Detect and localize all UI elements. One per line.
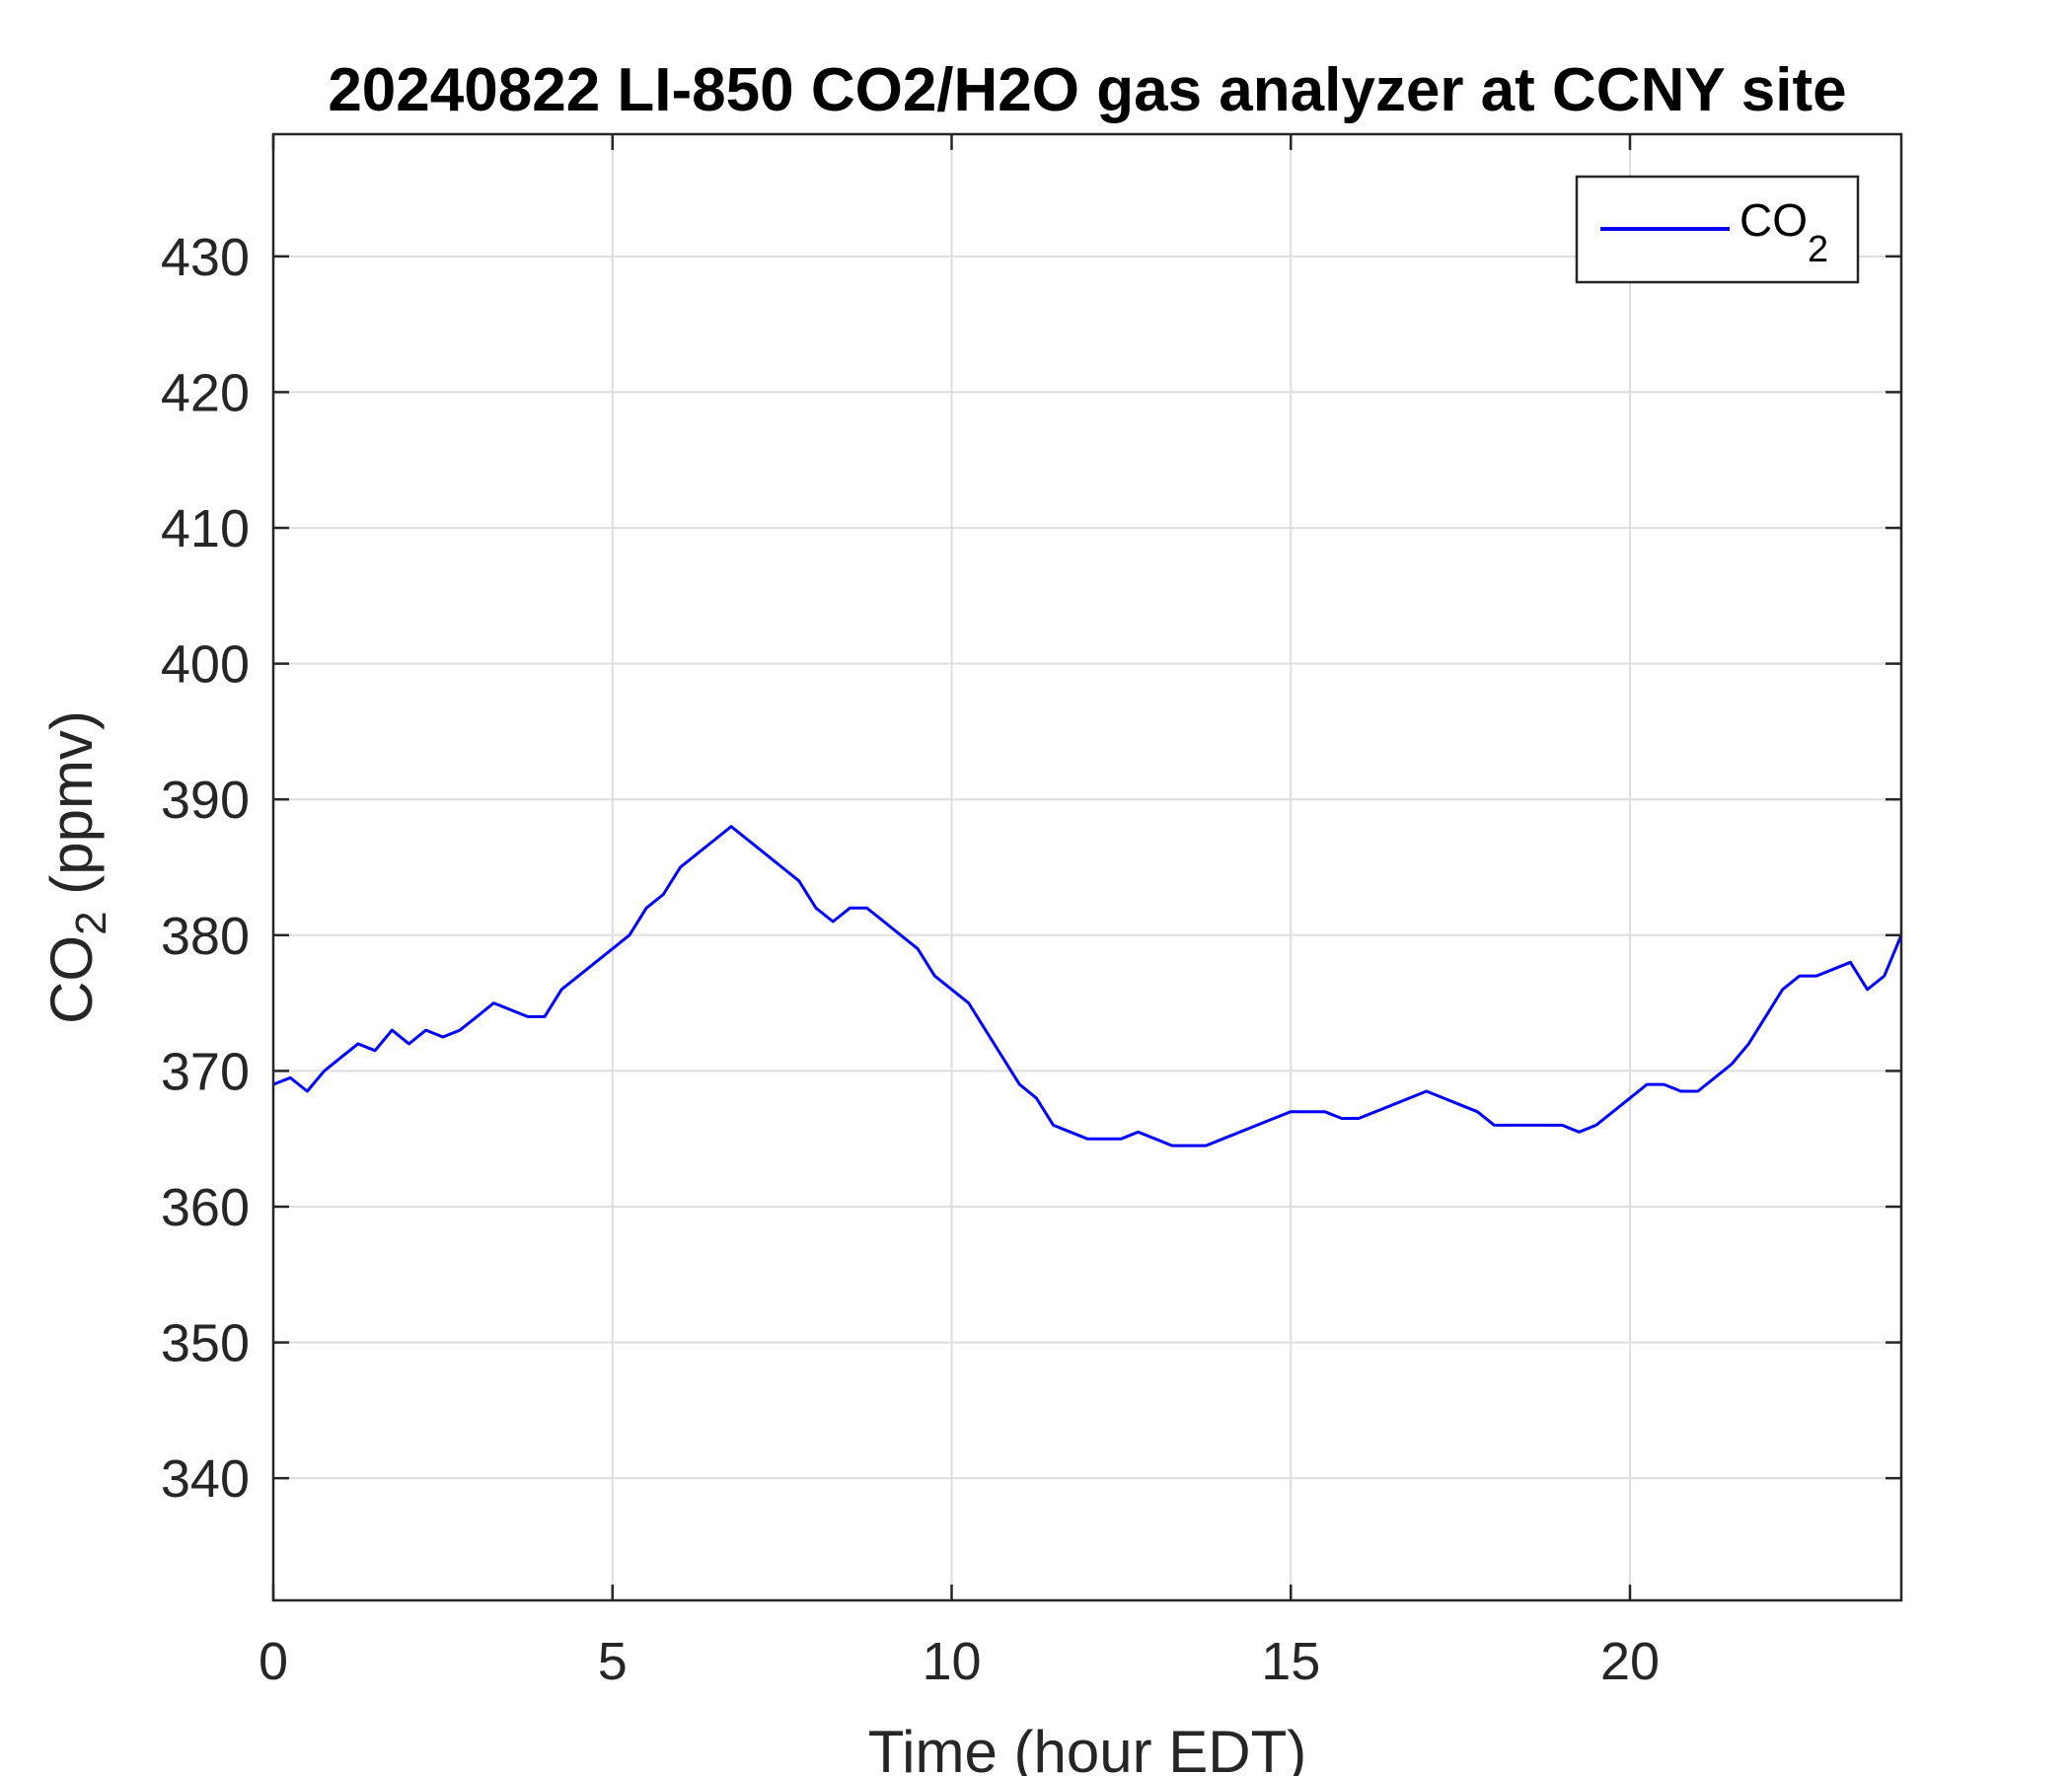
y-tick-label: 340 (161, 1449, 250, 1509)
y-tick-label: 400 (161, 635, 250, 695)
y-axis-label-subscript: 2 (67, 911, 115, 934)
legend-label-subscript: 2 (1808, 229, 1828, 270)
y-tick-label: 360 (161, 1178, 250, 1237)
x-tick-label: 10 (922, 1632, 981, 1691)
x-tick-label: 20 (1600, 1632, 1660, 1691)
chart-title: 20240822 LI-850 CO2/H2O gas analyzer at … (328, 56, 1846, 124)
y-tick-label: 370 (161, 1042, 250, 1101)
y-axis-label-unit: (ppmv) (38, 710, 105, 911)
legend: CO2 (1575, 175, 1860, 284)
legend-label-main: CO (1739, 194, 1808, 246)
ticks: 0 5 10 15 20 340 350 360 370 380 390 400 410 420 430 (161, 134, 1901, 1691)
axes-box (271, 132, 1903, 1602)
y-tick-label: 350 (161, 1314, 250, 1373)
series-line-co2 (272, 825, 1903, 1147)
x-tick-label: 0 (259, 1632, 288, 1691)
y-tick-label: 390 (161, 771, 250, 830)
y-axis-label-main: CO (38, 935, 105, 1024)
y-axis-label: CO2 (ppmv) (38, 710, 115, 1024)
grid (273, 134, 1901, 1600)
x-axis-label: Time (hour EDT) (868, 1719, 1307, 1776)
series-layer (272, 825, 1903, 1147)
x-tick-label: 15 (1261, 1632, 1320, 1691)
y-tick-label: 410 (161, 499, 250, 558)
y-tick-label: 380 (161, 907, 250, 966)
plot-area (273, 134, 1901, 1600)
x-tick-label: 5 (598, 1632, 628, 1691)
y-tick-label: 430 (161, 228, 250, 287)
y-tick-label: 420 (161, 363, 250, 422)
legend-label-co2: CO2 (1739, 194, 1828, 270)
